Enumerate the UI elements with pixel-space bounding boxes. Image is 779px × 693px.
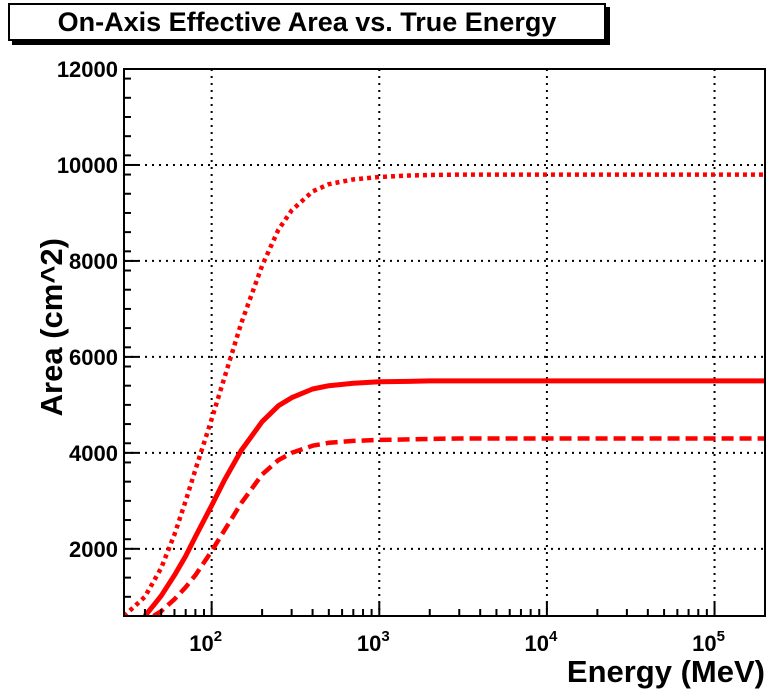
x-axis-label: Energy (MeV): [567, 654, 765, 689]
series-line-dashed: [152, 436, 765, 616]
series-line-solid: [142, 378, 765, 616]
y-axis-label: Area (cm^2): [34, 238, 69, 416]
x-tick-label: 105: [692, 628, 725, 656]
x-tick-label: 103: [357, 628, 390, 656]
plot-frame: [123, 68, 766, 617]
y-tick-label: 2000: [69, 537, 118, 562]
y-tick-label: 6000: [69, 345, 118, 370]
x-tick-label: 104: [524, 628, 557, 656]
y-tick-label: 4000: [69, 441, 118, 466]
x-tick-label: 102: [189, 628, 222, 656]
chart-title-box: On-Axis Effective Area vs. True Energy: [8, 3, 606, 41]
y-tick-label: 8000: [69, 249, 118, 274]
chart-title: On-Axis Effective Area vs. True Energy: [57, 6, 557, 37]
y-tick-label: 10000: [57, 153, 118, 178]
series-line-dotted: [124, 172, 765, 616]
y-tick-label: 12000: [57, 57, 118, 82]
